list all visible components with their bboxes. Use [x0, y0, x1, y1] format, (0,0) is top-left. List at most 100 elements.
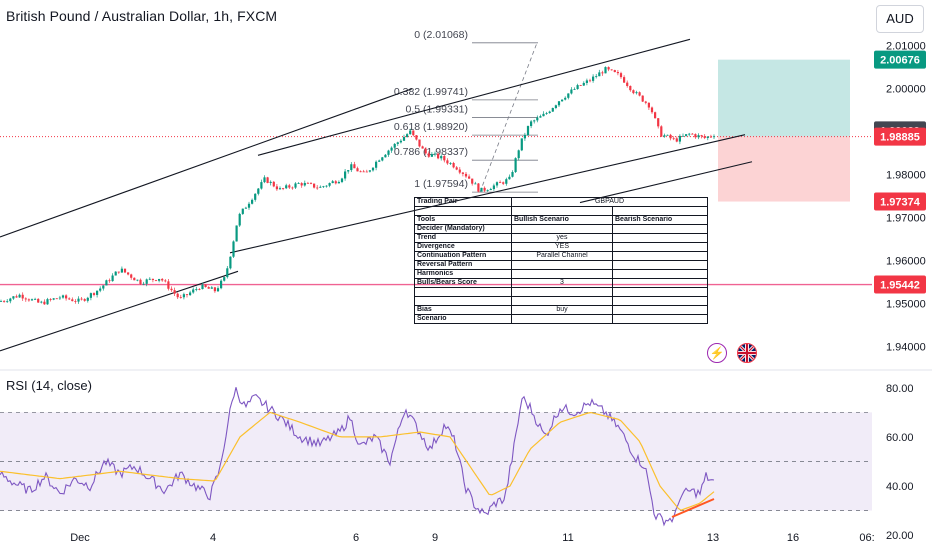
candle-body: [610, 69, 613, 71]
candle-body: [285, 185, 288, 189]
candle-body: [579, 85, 582, 86]
table-cell: [414, 296, 512, 306]
candle-body: [706, 136, 709, 139]
candle-body: [371, 167, 375, 171]
candle-body: [650, 107, 654, 113]
candle-body: [647, 102, 650, 108]
candle-body: [43, 301, 46, 305]
table-cell: [511, 269, 613, 279]
candle-body: [588, 80, 592, 82]
candle-body: [80, 298, 83, 300]
table-cell: Trend: [414, 233, 512, 243]
rsi-tick: 60.00: [886, 432, 914, 444]
flash-icon[interactable]: ⚡: [707, 343, 727, 363]
table-row: [414, 296, 708, 306]
candle-body: [3, 301, 6, 302]
candle-body: [331, 181, 334, 184]
candle-body: [443, 156, 446, 161]
candle-body: [24, 298, 27, 300]
analysis-table: Trading Pair GBPAUD Tools Bullish Scenario B…: [414, 197, 708, 324]
candle-body: [288, 185, 291, 188]
candle-body: [49, 299, 52, 300]
candle-body: [328, 183, 331, 186]
candle-body: [6, 301, 9, 303]
profit-zone: [718, 59, 850, 137]
table-cell: [612, 260, 708, 270]
candle-body: [18, 294, 21, 298]
candle-body: [52, 298, 55, 300]
table-cell: [612, 296, 708, 306]
table-cell: [612, 206, 708, 216]
candle-body: [700, 135, 703, 137]
time-tick: 16: [787, 532, 799, 544]
time-tick: 13: [707, 532, 719, 544]
candle-body: [412, 130, 415, 136]
candle-body: [353, 164, 356, 169]
candle-body: [105, 280, 108, 286]
candle-body: [350, 164, 353, 171]
candle-body: [688, 133, 691, 135]
candle-body: [170, 288, 173, 291]
price-label: 2.00676: [880, 55, 920, 67]
time-tick: 11: [562, 532, 573, 544]
candle-body: [176, 293, 179, 298]
currency-button[interactable]: AUD: [876, 5, 924, 33]
rsi-tick: 40.00: [886, 481, 914, 493]
price-pane[interactable]: 0 (2.01068) 0.382 (1.99741) 0.5 (1.99331) 0…: [0, 29, 932, 371]
candle-body: [164, 280, 167, 282]
candle-body: [526, 126, 530, 135]
price-axis[interactable]: 1.94000 1.95000 1.96000 1.97000 1.98000 2.000…: [70, 41, 926, 544]
candle-body: [635, 92, 638, 94]
rsi-title: RSI (14, close): [6, 378, 92, 393]
candle-body: [582, 82, 585, 86]
candle-body: [229, 256, 232, 269]
price-label-box: [874, 275, 926, 294]
candle-body: [99, 288, 102, 291]
candle-body: [207, 287, 210, 289]
channel-line: [0, 270, 239, 352]
candle-body: [440, 156, 443, 159]
candle-body: [548, 111, 551, 114]
candle-body: [9, 298, 12, 302]
candle-body: [375, 161, 378, 168]
candle-body: [114, 271, 117, 276]
candle-body: [216, 288, 220, 292]
table-cell: GBPAUD: [511, 197, 708, 207]
candle-body: [607, 67, 610, 70]
candle-body: [455, 167, 458, 170]
table-cell: Harmonics: [414, 269, 512, 279]
table-cell: Bearish Scenario: [612, 215, 708, 225]
candle-body: [313, 183, 316, 188]
candle-body: [421, 146, 424, 149]
candle-body: [213, 287, 216, 292]
table-cell: [414, 287, 512, 297]
candle-body: [632, 90, 635, 94]
table-cell: Divergence: [414, 242, 512, 252]
uk-flag-icon[interactable]: [737, 343, 757, 363]
candle-body: [247, 203, 251, 208]
table-cell: [612, 242, 708, 252]
candle-body: [83, 299, 86, 301]
candle-body: [306, 182, 309, 184]
table-cell: Trading Pair: [414, 197, 512, 207]
table-cell: [612, 314, 708, 324]
candle-body: [359, 171, 362, 173]
candle-body: [278, 188, 282, 190]
candle-body: [303, 182, 306, 186]
candle-body: [189, 292, 192, 296]
table-row: Trading Pair GBPAUD: [414, 197, 708, 207]
table-row: Reversal Pattern: [414, 260, 708, 270]
candle-body: [282, 188, 285, 189]
candle-body: [666, 134, 669, 136]
candle-body: [402, 137, 406, 141]
rsi-pane[interactable]: [0, 387, 872, 527]
table-cell: 3: [511, 278, 613, 288]
table-cell: [511, 260, 613, 270]
candle-body: [378, 160, 381, 162]
candle-body: [65, 295, 68, 299]
candle-body: [626, 82, 629, 86]
price-label-box: [874, 127, 926, 146]
table-cell: [612, 269, 708, 279]
candle-body: [480, 187, 483, 192]
